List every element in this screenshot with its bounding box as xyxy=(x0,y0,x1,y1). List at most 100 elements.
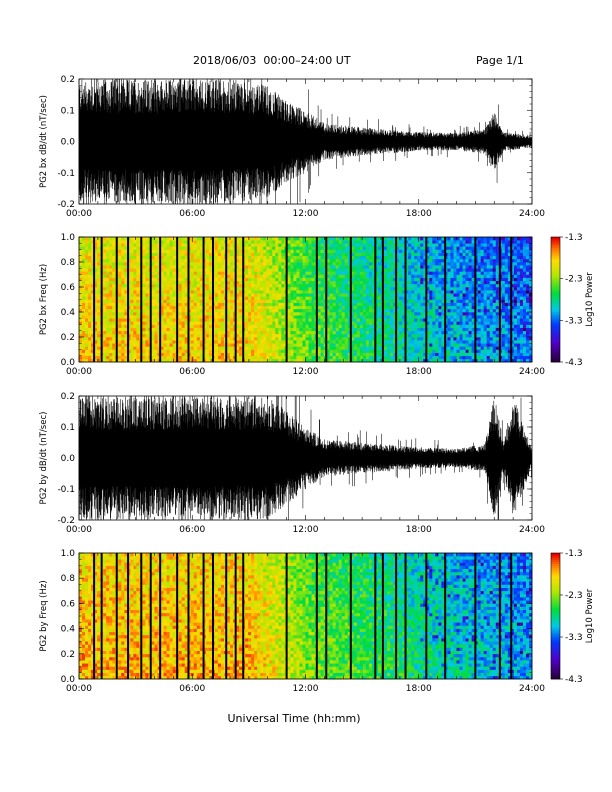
spectrogram-cell xyxy=(338,243,343,247)
spectrogram-cell xyxy=(184,299,189,303)
spectrogram-cell xyxy=(402,312,406,316)
spectrogram-cell xyxy=(317,340,321,344)
spectrogram-cell xyxy=(193,315,198,319)
spectrogram-cell xyxy=(411,255,415,260)
spectrogram-cell xyxy=(350,352,355,357)
spectrogram-cell xyxy=(178,246,182,250)
spectrogram-cell xyxy=(426,358,430,363)
spectrogram-cell xyxy=(432,305,436,310)
spectrogram-cell xyxy=(217,346,222,350)
spectrogram-cell xyxy=(269,315,273,319)
spectrogram-cell xyxy=(278,293,282,297)
spectrogram-cell xyxy=(88,302,92,307)
spectrogram-cell xyxy=(193,343,198,347)
spectrogram-cell xyxy=(374,246,379,250)
spectrogram-cell xyxy=(263,237,267,241)
spectrogram-cell xyxy=(393,262,397,266)
spectrogram-cell xyxy=(296,287,300,291)
spectrogram-cell xyxy=(79,299,83,303)
spectrogram-cell xyxy=(356,246,361,250)
spectrogram-cell xyxy=(299,321,303,325)
spectrogram-cell xyxy=(91,358,95,363)
spectrogram-cell xyxy=(281,252,285,257)
spectrogram-cell xyxy=(384,324,388,328)
spectrogram-cell xyxy=(272,290,276,294)
spectrogram-cell xyxy=(408,271,412,275)
spectrogram-cell xyxy=(190,346,195,350)
spectrogram-cell xyxy=(414,330,418,335)
spectrogram-cell xyxy=(154,265,158,269)
spectrogram-cell xyxy=(193,337,198,341)
spectrogram-cell xyxy=(239,262,243,266)
spectrogram-cell xyxy=(417,252,421,257)
spectrogram-cell xyxy=(260,324,264,328)
spectrogram-cell xyxy=(124,318,128,322)
spectrogram-cell xyxy=(293,343,297,347)
spectrogram-cell xyxy=(245,324,249,328)
spectrogram-cell xyxy=(278,340,282,344)
spectrogram-cell xyxy=(130,327,134,332)
spectrogram-cell xyxy=(341,252,346,257)
spectrogram-cell xyxy=(396,321,400,325)
spectrogram-cell xyxy=(91,352,95,357)
spectrogram-cell xyxy=(236,343,240,347)
spectrogram-cell xyxy=(377,255,382,260)
spectrogram-cell xyxy=(178,255,182,260)
spectrogram-cell xyxy=(181,299,185,303)
spectrogram-cell xyxy=(390,312,394,316)
spectrogram-cell xyxy=(287,283,291,288)
spectrogram-cell xyxy=(121,262,125,266)
spectrogram-cell xyxy=(85,330,89,335)
spectrogram-cell xyxy=(263,312,267,316)
spectrogram-cell xyxy=(154,352,158,357)
spectrogram-cell xyxy=(193,246,198,250)
spectrogram-cell xyxy=(411,243,415,247)
spectrogram-cell xyxy=(263,343,267,347)
spectrogram-cell xyxy=(190,252,195,257)
spectrogram-cell xyxy=(335,258,340,263)
spectrogram-cell xyxy=(374,343,379,347)
spectrogram-cell xyxy=(417,296,421,300)
spectrogram-cell xyxy=(278,299,282,303)
spectrogram-cell xyxy=(384,262,388,266)
spectrogram-cell xyxy=(350,358,355,363)
spectrogram-cell xyxy=(411,312,415,316)
spectrogram-cell xyxy=(429,352,433,357)
spectrogram-cell xyxy=(121,302,125,307)
spectrogram-cell xyxy=(365,343,370,347)
spectrogram-cell xyxy=(106,355,110,360)
spectrogram-cell xyxy=(305,246,309,250)
spectrogram-cell xyxy=(79,327,83,332)
spectrogram-cell xyxy=(402,265,406,269)
spectrogram-cell xyxy=(290,327,294,332)
spectrogram-cell xyxy=(293,299,297,303)
spectrogram-cell xyxy=(103,255,107,260)
spectrogram-cell xyxy=(94,305,98,310)
spectrogram-cell xyxy=(94,321,98,325)
spectrogram-cell xyxy=(85,352,89,357)
spectrogram-cell xyxy=(190,315,195,319)
spectrogram-cell xyxy=(239,318,243,322)
spectrogram-cell xyxy=(257,290,261,294)
spectrogram-cell xyxy=(112,312,116,316)
spectrogram-cell xyxy=(353,280,358,285)
spectrogram-cell xyxy=(281,340,285,344)
spectrogram-cell xyxy=(356,243,361,247)
spectrogram-cell xyxy=(154,312,158,316)
spectrogram-cell xyxy=(320,324,324,328)
spectrogram-cell xyxy=(236,274,240,278)
spectrogram-cell xyxy=(82,262,86,266)
spectrogram-cell xyxy=(97,277,101,282)
spectrogram-cell xyxy=(248,321,252,325)
spectrogram-cell xyxy=(374,280,379,285)
spectrogram-cell xyxy=(166,349,170,353)
spectrogram-cell xyxy=(251,271,255,275)
spectrogram-cell xyxy=(217,255,222,260)
spectrogram-cell xyxy=(230,255,234,260)
spectrogram-cell xyxy=(136,352,140,357)
spectrogram-cell xyxy=(341,265,346,269)
spectrogram-cell xyxy=(362,318,367,322)
spectrogram-cell xyxy=(88,293,92,297)
spectrogram-cell xyxy=(248,293,252,297)
spectrogram-cell xyxy=(269,330,273,335)
